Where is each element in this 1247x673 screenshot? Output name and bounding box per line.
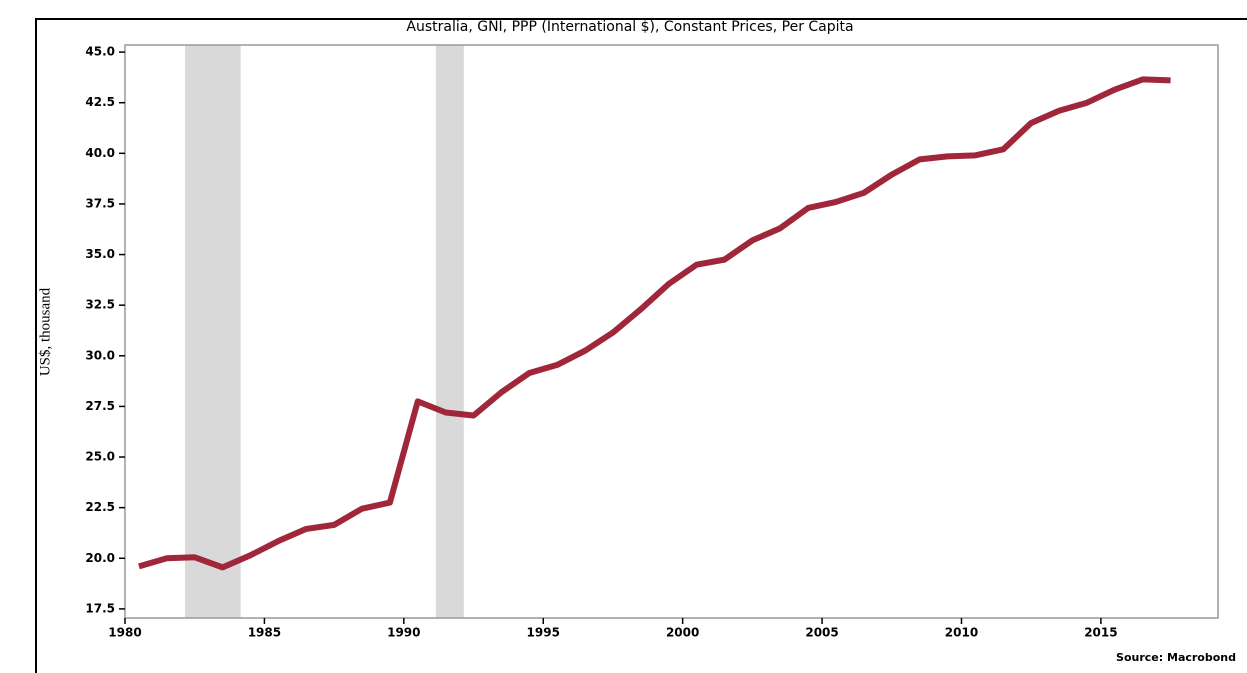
- x-tick-label: 1985: [248, 626, 281, 640]
- recession-shade: [435, 45, 464, 618]
- y-tick-label: 25.0: [85, 450, 115, 464]
- y-tick-label: 22.5: [85, 500, 115, 514]
- y-tick-label: 32.5: [85, 298, 115, 312]
- source-note: Source: Macrobond: [1116, 651, 1236, 664]
- x-tick-label: 2010: [945, 626, 978, 640]
- y-axis-label: US$, thousand: [37, 287, 53, 376]
- chart-title: Australia, GNI, PPP (International $), C…: [406, 19, 853, 35]
- y-tick-label: 35.0: [85, 247, 115, 261]
- x-tick-label: 1980: [108, 626, 141, 640]
- y-tick-label: 30.0: [85, 348, 115, 362]
- plot-area: 17.5 20.0 22.5 25.0 27.5 30.0 32.5 35.0 37.5 40.0…: [85, 44, 1219, 640]
- recession-shade: [184, 45, 241, 618]
- y-tick-label: 37.5: [85, 196, 115, 210]
- y-tick-label: 20.0: [85, 551, 115, 565]
- x-tick-label: 2005: [805, 626, 838, 640]
- plot-frame: [124, 44, 1219, 619]
- x-tick-label: 1995: [527, 626, 560, 640]
- data-line: [138, 76, 1171, 571]
- y-tick-label: 40.0: [85, 146, 115, 160]
- y-tick-label: 45.0: [85, 45, 115, 59]
- y-tick-label: 42.5: [85, 95, 115, 109]
- y-tick-label: 17.5: [85, 601, 115, 615]
- x-tick-label: 2000: [666, 626, 699, 640]
- y-tick-label: 27.5: [85, 399, 115, 413]
- x-tick-label: 1990: [387, 626, 420, 640]
- x-tick-label: 2015: [1084, 626, 1117, 640]
